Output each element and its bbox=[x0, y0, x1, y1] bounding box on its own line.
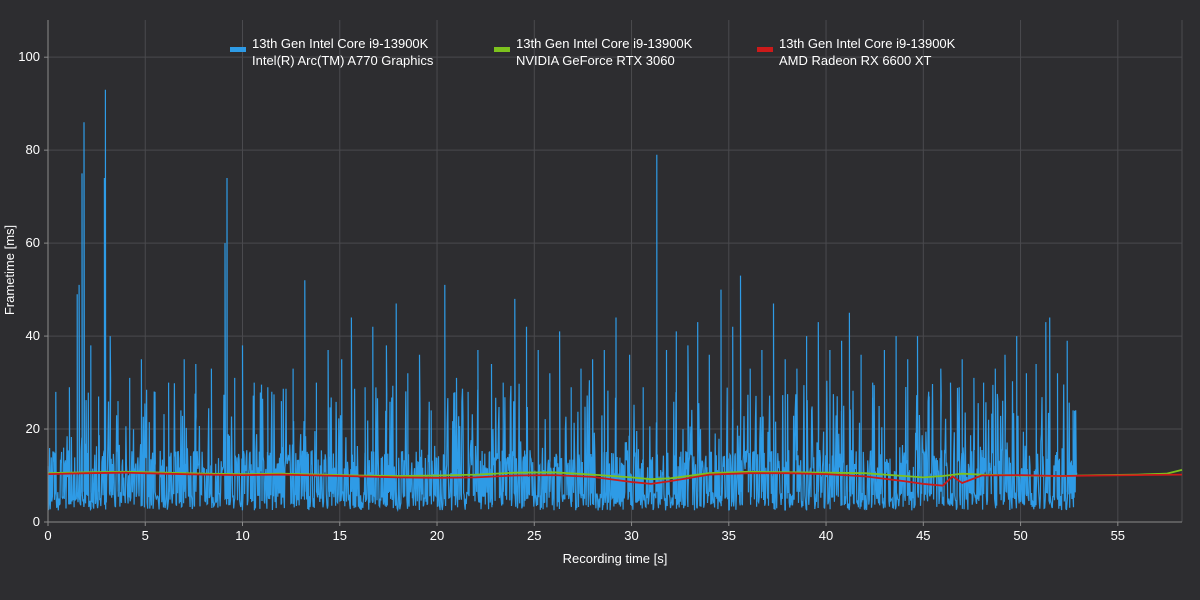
legend-label-line2: Intel(R) Arc(TM) A770 Graphics bbox=[252, 53, 434, 68]
legend-label-line1: 13th Gen Intel Core i9-13900K bbox=[516, 36, 693, 51]
x-tick-label: 25 bbox=[527, 528, 541, 543]
axes bbox=[47, 20, 1182, 523]
x-tick-label: 30 bbox=[624, 528, 638, 543]
legend-label-line2: NVIDIA GeForce RTX 3060 bbox=[516, 53, 675, 68]
y-tick-label: 100 bbox=[18, 49, 40, 64]
x-tick-label: 10 bbox=[235, 528, 249, 543]
x-tick-label: 20 bbox=[430, 528, 444, 543]
y-tick-label: 20 bbox=[26, 421, 40, 436]
series-line-intel-arc-a770 bbox=[47, 89, 1078, 513]
grid bbox=[48, 20, 1183, 522]
x-tick-label: 45 bbox=[916, 528, 930, 543]
legend-label-line1: 13th Gen Intel Core i9-13900K bbox=[779, 36, 956, 51]
x-tick-label: 50 bbox=[1013, 528, 1027, 543]
x-tick-label: 15 bbox=[333, 528, 347, 543]
legend-swatch bbox=[230, 47, 246, 52]
y-tick-label: 80 bbox=[26, 142, 40, 157]
y-tick-label: 0 bbox=[33, 514, 40, 529]
y-axis-label: Frametime [ms] bbox=[2, 225, 17, 315]
legend-item: 13th Gen Intel Core i9-13900K NVIDIA GeFo… bbox=[494, 36, 693, 68]
x-tick-label: 40 bbox=[819, 528, 833, 543]
series-line-rx-6600-xt bbox=[47, 471, 1183, 487]
legend-label-line1: 13th Gen Intel Core i9-13900K bbox=[252, 36, 429, 51]
legend-item: 13th Gen Intel Core i9-13900K AMD Radeon … bbox=[757, 36, 956, 68]
tick-labels: 0 5 10 15 20 25 30 35 40 45 50 55 0 20 40 60 80 100 bbox=[18, 49, 1125, 543]
y-tick-label: 60 bbox=[26, 235, 40, 250]
x-tick-label: 55 bbox=[1111, 528, 1125, 543]
legend-item: 13th Gen Intel Core i9-13900K Intel(R) Ar… bbox=[230, 36, 434, 68]
y-tick-label: 40 bbox=[26, 328, 40, 343]
x-tick-label: 5 bbox=[142, 528, 149, 543]
x-axis-label: Recording time [s] bbox=[563, 551, 668, 566]
x-tick-label: 35 bbox=[722, 528, 736, 543]
legend-label-line2: AMD Radeon RX 6600 XT bbox=[779, 53, 932, 68]
legend-swatch bbox=[494, 47, 510, 52]
legend: 13th Gen Intel Core i9-13900K Intel(R) Ar… bbox=[230, 36, 956, 68]
legend-swatch bbox=[757, 47, 773, 52]
x-tick-label: 0 bbox=[44, 528, 51, 543]
series-layer bbox=[47, 89, 1183, 513]
